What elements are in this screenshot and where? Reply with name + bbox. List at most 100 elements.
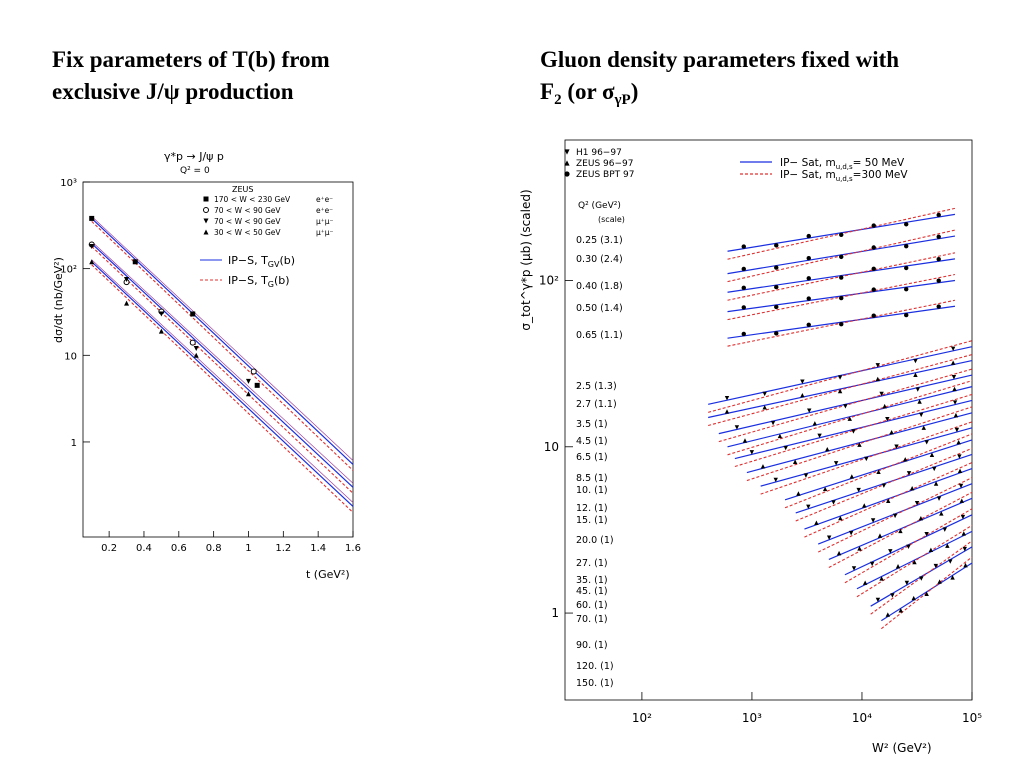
left-point-series-2	[245, 378, 251, 384]
right-data-point-1	[839, 254, 844, 260]
q2-bin-label-12: 12. (1)	[576, 503, 608, 514]
right-data-point-0	[904, 222, 909, 227]
heading-right-sigma-sub: γP	[614, 92, 631, 108]
right-data-point-2	[774, 284, 779, 290]
left-plot-frame	[82, 181, 354, 538]
left-point-series-3	[158, 328, 164, 334]
left-x-tick-label: 1.6	[345, 543, 361, 554]
right-q2-labels: 0.25 (3.1) 0.30 (2.4) 0.40 (1.8) 0.50 (1.4)…	[576, 235, 623, 689]
right-data-point-18	[961, 531, 966, 536]
left-point-series-3	[124, 300, 130, 306]
right-data-point-13	[856, 487, 861, 493]
right-legend-label-0: H1 96−97	[576, 148, 622, 158]
left-x-ticks: 0.2 0.4 0.6 0.8 1 1.2 1.4 1.6	[101, 531, 361, 554]
right-y-tick-label: 10	[544, 440, 559, 454]
right-data-point-18	[862, 580, 868, 585]
left-point-series-3	[89, 259, 95, 265]
right-data-point-13	[957, 454, 962, 459]
left-point-series-2	[124, 276, 130, 282]
right-data-point-2	[741, 285, 746, 291]
left-legend-channel-0: e⁺e⁻	[316, 195, 333, 204]
left-x-tick-label: 0.2	[101, 543, 117, 554]
right-plot-frame	[564, 139, 973, 701]
right-q2-header: Q² (GeV²)	[578, 201, 621, 211]
q2-bin-label-6: 2.7 (1.1)	[576, 399, 617, 410]
right-x-tick-label: 10⁵	[962, 711, 982, 725]
right-data-point-11	[833, 461, 839, 466]
q2-bin-label-13: 15. (1)	[576, 515, 608, 526]
right-data-point-17	[942, 527, 947, 532]
right-legend-marker-1	[564, 160, 570, 166]
left-legend-channel-3: μ⁺μ⁻	[316, 228, 334, 237]
left-x-tick-label: 0.6	[171, 543, 187, 554]
heading-left: Fix parameters of T(b) from exclusive J/…	[52, 44, 432, 108]
right-data-point-12	[849, 474, 855, 479]
legend-label-main: IP− Sat, m	[780, 169, 836, 181]
right-data-point-0	[839, 232, 844, 237]
right-data-point-5	[800, 379, 805, 384]
right-curve-red-9	[734, 393, 973, 468]
right-data-point-19	[904, 580, 910, 586]
right-data-point-1	[871, 245, 876, 250]
left-x-tick-label: 0.8	[206, 543, 222, 554]
heading-left-line1: Fix parameters of T(b) from	[52, 47, 330, 72]
left-model-curve-mixed	[91, 259, 354, 503]
right-curve-red-17	[844, 508, 973, 584]
left-data-points	[88, 215, 260, 397]
left-model-curve-blue	[91, 217, 354, 465]
right-data-point-18	[928, 547, 934, 553]
right-data-point-8	[847, 416, 852, 421]
left-point-series-0	[254, 382, 260, 388]
left-model-legend-label-0: IP−S, TGV(b)	[228, 254, 295, 269]
right-data-point-11	[894, 444, 899, 449]
right-data-point-20	[937, 579, 942, 584]
right-legend-marker-0	[564, 149, 570, 155]
q2-bin-label-2: 0.40 (1.8)	[576, 281, 623, 292]
right-x-tick-label: 10²	[632, 711, 652, 725]
right-data-point-12	[876, 469, 881, 475]
right-data-point-9	[783, 445, 788, 451]
right-data-point-8	[777, 433, 783, 439]
right-data-point-1	[904, 243, 909, 249]
right-data-point-11	[924, 440, 929, 445]
right-x-tick-label: 10⁴	[852, 711, 872, 725]
right-data-point-16	[836, 550, 842, 556]
q2-bin-label-17: 45. (1)	[576, 586, 608, 597]
right-data-point-8	[917, 399, 922, 404]
q2-bin-label-18: 60. (1)	[576, 600, 608, 611]
right-data-point-20	[911, 595, 916, 601]
right-data-point-15	[958, 483, 964, 489]
right-data-point-14	[933, 481, 939, 486]
right-data-point-13	[806, 504, 811, 509]
right-data-point-9	[749, 450, 755, 455]
q2-bin-label-3: 0.50 (1.4)	[576, 303, 623, 314]
right-data-point-14	[909, 485, 915, 491]
q2-bin-label-20: 90. (1)	[576, 640, 608, 651]
q2-bin-label-14: 20.0 (1)	[576, 535, 614, 546]
right-data-point-5	[837, 375, 843, 380]
right-data-point-4	[741, 331, 746, 337]
left-legend-label-0: 170 < W < 230 GeV	[214, 195, 291, 204]
right-data-point-5	[950, 346, 956, 352]
right-data-point-11	[803, 473, 809, 478]
right-data-point-8	[882, 403, 887, 409]
right-legend-marker-2	[564, 171, 570, 177]
right-data-point-1	[774, 265, 779, 270]
right-data-point-16	[959, 498, 964, 503]
q2-bin-label-11: 10. (1)	[576, 485, 608, 496]
q2-bin-label-22: 150. (1)	[576, 678, 614, 689]
right-data-point-2	[806, 276, 811, 281]
right-data-point-5	[762, 391, 767, 397]
left-model-curve-red	[91, 264, 354, 513]
legend-label-sub: u,d,s	[836, 175, 853, 183]
q2-bin-label-7: 3.5 (1)	[576, 419, 608, 430]
right-data-point-19	[919, 576, 924, 581]
right-data-point-20	[924, 591, 929, 597]
right-data-point-15	[870, 518, 876, 523]
right-data-point-8	[742, 438, 748, 443]
left-model-curve-red	[91, 221, 354, 471]
q2-bin-label-21: 120. (1)	[576, 661, 614, 672]
right-data-point-8	[812, 421, 818, 426]
left-legend-label-2: 70 < W < 90 GeV	[214, 217, 281, 226]
right-data-point-10	[825, 447, 830, 452]
